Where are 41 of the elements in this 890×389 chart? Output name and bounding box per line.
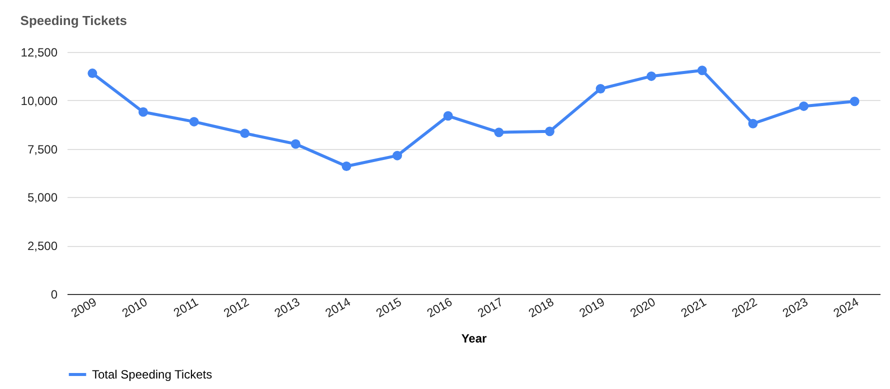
- point: [799, 101, 809, 111]
- x-tick-label: 2017: [475, 294, 506, 320]
- point: [290, 139, 300, 149]
- y-tick-label: 12,500: [20, 46, 58, 60]
- point: [88, 68, 98, 78]
- point: [494, 128, 504, 138]
- x-tick-label: 2014: [322, 294, 354, 320]
- point: [138, 107, 148, 117]
- chart-title: Speeding Tickets: [20, 13, 127, 28]
- point: [240, 128, 250, 138]
- x-tick-label: 2024: [830, 294, 862, 320]
- legend-label: Total Speeding Tickets: [92, 368, 212, 382]
- x-tick-label: 2022: [729, 294, 760, 320]
- x-tick-label: 2010: [120, 294, 150, 320]
- y-tick-label: 10,000: [20, 94, 58, 108]
- point: [697, 66, 707, 76]
- point: [544, 126, 554, 136]
- x-tick-label: 2019: [576, 294, 608, 320]
- x-tick-label: 2018: [526, 294, 556, 320]
- x-tick-label: 2013: [272, 294, 302, 320]
- x-tick-label: 2015: [374, 294, 404, 320]
- x-tick-label: 2016: [424, 294, 455, 320]
- x-tick-label: 2023: [780, 294, 811, 320]
- y-tick-label: 2,500: [27, 239, 58, 254]
- x-tick-label: 2012: [221, 294, 252, 320]
- point: [392, 150, 402, 160]
- y-tick-label: 5,000: [27, 190, 58, 205]
- x-tick-label: 2011: [171, 294, 201, 320]
- x-tick-label: 2009: [68, 294, 100, 320]
- point: [189, 116, 199, 126]
- point: [596, 84, 606, 94]
- x-tick-label: 2021: [678, 294, 709, 320]
- point: [443, 111, 453, 121]
- x-axis-title: Year: [461, 331, 488, 346]
- y-tick-label: 0: [50, 288, 58, 302]
- y-tick-label: 7,500: [27, 142, 58, 156]
- point: [850, 96, 860, 106]
- point: [342, 161, 352, 171]
- point: [748, 118, 758, 128]
- point: [646, 71, 656, 81]
- x-tick-label: 2020: [628, 294, 658, 320]
